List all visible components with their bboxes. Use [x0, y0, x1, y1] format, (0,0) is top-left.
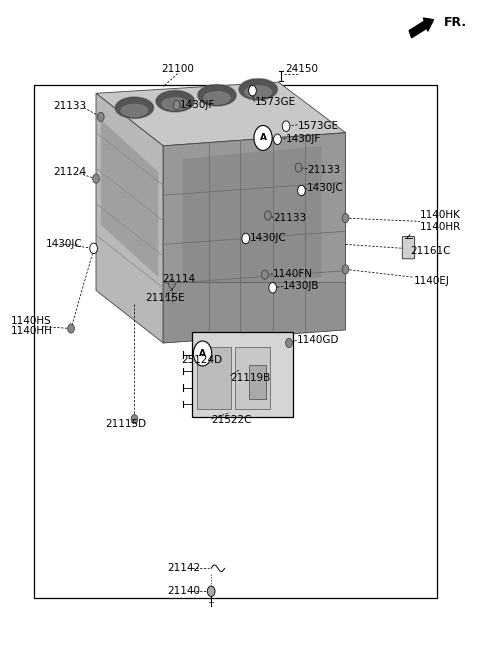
Text: 21100: 21100: [161, 64, 194, 74]
Text: 1140EJ: 1140EJ: [414, 276, 450, 286]
Text: 24150: 24150: [286, 64, 319, 74]
Text: 1140HH: 1140HH: [11, 326, 52, 336]
Polygon shape: [96, 82, 346, 146]
Text: A: A: [199, 349, 206, 358]
Circle shape: [269, 283, 276, 293]
Text: 1430JC: 1430JC: [250, 233, 287, 243]
Polygon shape: [101, 120, 158, 277]
Circle shape: [262, 270, 268, 279]
Text: 1430JC: 1430JC: [46, 239, 83, 250]
Circle shape: [295, 163, 302, 172]
Text: 21114: 21114: [162, 274, 195, 284]
Circle shape: [286, 338, 292, 348]
Text: 1430JB: 1430JB: [283, 281, 320, 291]
Ellipse shape: [115, 97, 154, 118]
Ellipse shape: [161, 97, 190, 111]
Circle shape: [274, 134, 281, 145]
Circle shape: [264, 211, 271, 220]
Bar: [249, 365, 266, 399]
Text: 1430JF: 1430JF: [286, 134, 321, 145]
Circle shape: [298, 185, 305, 196]
Text: 1430JF: 1430JF: [180, 100, 215, 110]
Text: A: A: [260, 133, 266, 143]
Text: 21142: 21142: [167, 563, 200, 574]
Text: 21119B: 21119B: [230, 373, 271, 383]
Text: 21124: 21124: [53, 167, 86, 177]
Circle shape: [242, 233, 250, 244]
Text: 21522C: 21522C: [211, 415, 252, 426]
Circle shape: [207, 586, 215, 597]
Polygon shape: [96, 93, 163, 343]
Circle shape: [168, 279, 175, 288]
Polygon shape: [163, 283, 346, 343]
FancyBboxPatch shape: [402, 237, 415, 259]
Text: 21133: 21133: [274, 213, 307, 223]
Circle shape: [342, 214, 349, 223]
Circle shape: [282, 121, 290, 131]
Text: 1140GD: 1140GD: [297, 334, 339, 345]
Text: 1140HS: 1140HS: [11, 315, 51, 326]
Ellipse shape: [198, 85, 236, 106]
Text: 21161C: 21161C: [410, 246, 451, 256]
Circle shape: [68, 324, 74, 333]
Text: 1430JC: 1430JC: [307, 183, 344, 193]
Circle shape: [90, 243, 97, 254]
Polygon shape: [163, 133, 346, 343]
Text: 1573GE: 1573GE: [298, 121, 339, 131]
Circle shape: [173, 101, 180, 110]
Bar: [197, 347, 231, 409]
Circle shape: [249, 85, 256, 96]
Ellipse shape: [239, 79, 277, 100]
Ellipse shape: [120, 103, 149, 118]
Text: 1573GE: 1573GE: [254, 97, 296, 107]
Circle shape: [193, 341, 212, 366]
Circle shape: [254, 125, 272, 150]
Bar: [34, 85, 437, 598]
Text: 1140HR: 1140HR: [420, 221, 461, 232]
Text: 21133: 21133: [307, 164, 340, 175]
Circle shape: [131, 415, 138, 424]
Circle shape: [93, 174, 99, 183]
Text: 1140FN: 1140FN: [273, 269, 312, 279]
Text: 21115D: 21115D: [106, 419, 147, 429]
Ellipse shape: [203, 91, 231, 105]
Text: 21115E: 21115E: [145, 292, 185, 303]
Circle shape: [342, 265, 349, 274]
Text: FR.: FR.: [444, 16, 467, 30]
Text: 21140: 21140: [167, 586, 200, 597]
Ellipse shape: [156, 91, 194, 112]
Ellipse shape: [244, 85, 273, 99]
FancyArrow shape: [409, 18, 433, 37]
Polygon shape: [182, 146, 322, 290]
Bar: [235, 347, 270, 409]
Text: 21133: 21133: [53, 101, 86, 112]
Bar: [192, 332, 293, 417]
Text: 1140HK: 1140HK: [420, 210, 461, 221]
Circle shape: [97, 112, 104, 122]
Text: 25124D: 25124D: [181, 355, 223, 365]
